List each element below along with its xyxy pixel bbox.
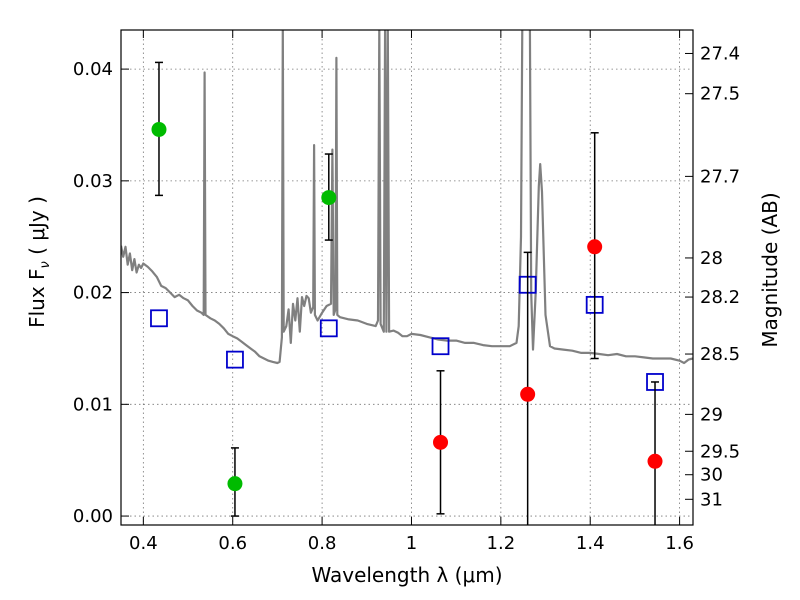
red-data-point	[647, 453, 663, 469]
y-axis-label-main: Flux F	[25, 268, 49, 327]
y-axis-label: Flux Fν ( μJy )	[25, 196, 53, 328]
green-data-point	[151, 121, 167, 137]
green-data-point	[227, 476, 243, 492]
data-points-layer	[150, 61, 664, 525]
x-tick-label: 0.6	[218, 533, 247, 554]
y2-tick-label: 27.4	[700, 43, 740, 64]
x-tick-label: 1.6	[665, 533, 694, 554]
y-tick-label: 0.00	[73, 506, 113, 527]
x-tick-label: 0.4	[129, 533, 158, 554]
model-square-point	[431, 337, 450, 356]
plot-frame	[120, 29, 694, 526]
y2-tick-label: 27.5	[700, 84, 740, 105]
y2-axis-label: Magnitude (AB)	[758, 192, 782, 347]
green-data-point	[321, 190, 337, 206]
y2-tick-label: 31	[700, 489, 723, 510]
y2-tick-label: 29	[700, 404, 723, 425]
y2-tick-label: 28	[700, 248, 723, 269]
y-axis-label-unit: ( μJy )	[25, 196, 49, 261]
model-square-point	[150, 309, 168, 328]
y2-tick-label: 30	[700, 465, 723, 486]
y2-tick-label: 28.2	[700, 287, 740, 308]
model-square-point	[319, 319, 338, 338]
x-tick-label: 1	[406, 533, 417, 554]
y-axis-label-subscript: ν	[38, 261, 53, 268]
x-tick-label: 1.4	[576, 533, 605, 554]
y2-tick-label: 28.5	[700, 344, 740, 365]
y-tick-label: 0.04	[73, 59, 113, 80]
y2-tick-label: 29.5	[700, 441, 740, 462]
x-tick-label: 0.8	[308, 533, 337, 554]
sed-curve-layer	[121, 30, 693, 365]
model-square-point	[226, 350, 244, 369]
red-data-point	[587, 239, 603, 255]
y-tick-label: 0.02	[73, 283, 113, 304]
gridlines	[121, 30, 693, 525]
x-axis-label: Wavelength λ (μm)	[311, 563, 502, 587]
sed-spectrum-line	[121, 30, 693, 365]
red-data-point	[520, 386, 536, 402]
axis-ticks: 0.4 0.6 0.8 1 1.2 1.4 1.6 0.00 0.01 0.02 0.03 0.04 2…	[73, 30, 740, 554]
y2-tick-label: 27.7	[700, 166, 740, 187]
y-tick-label: 0.01	[73, 394, 113, 415]
x-tick-label: 1.2	[487, 533, 516, 554]
red-data-point	[433, 434, 449, 450]
y-tick-label: 0.03	[73, 171, 113, 192]
